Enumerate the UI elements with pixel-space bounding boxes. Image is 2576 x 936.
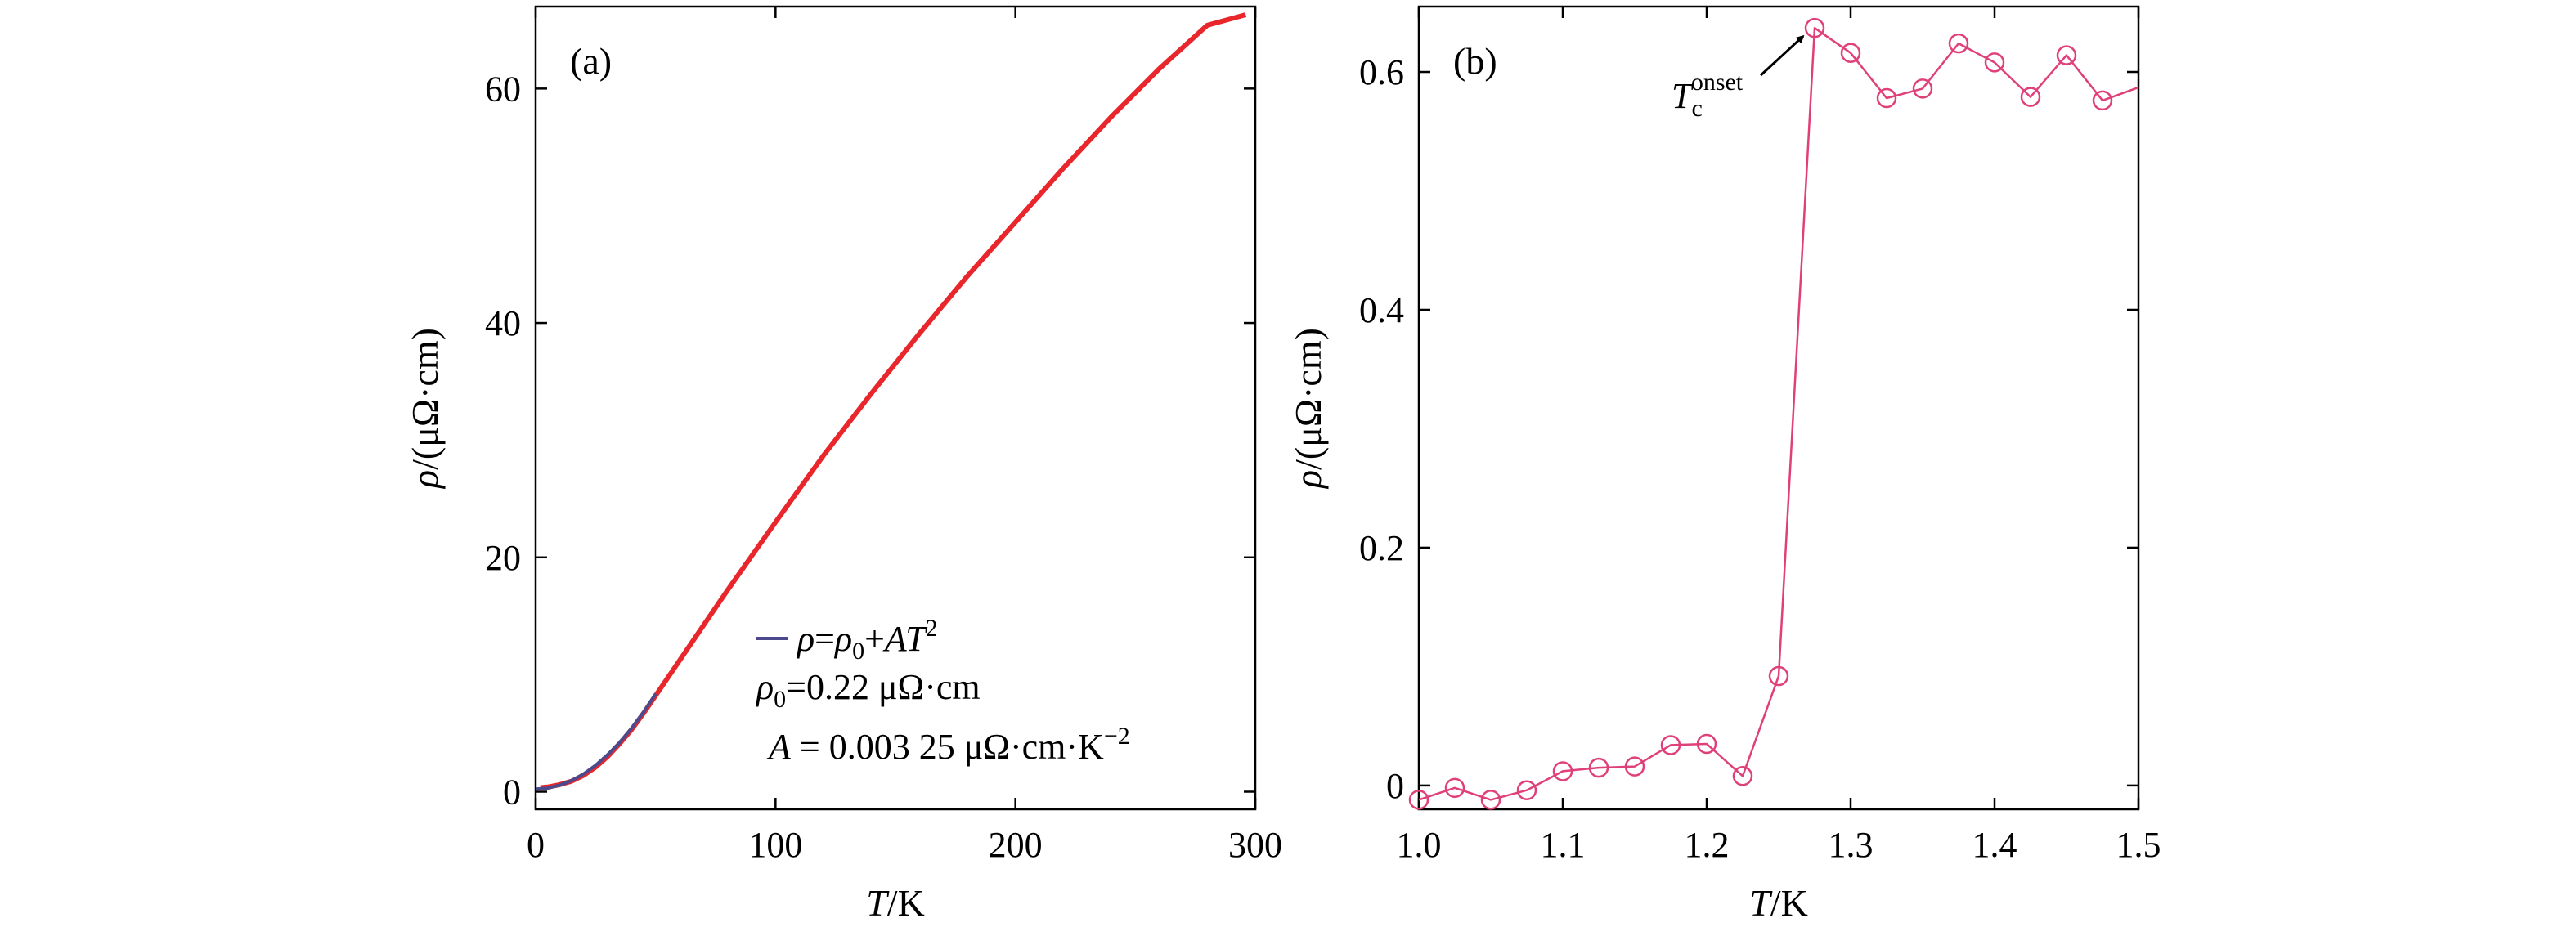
panel-b-label: (b) bbox=[1453, 40, 1497, 82]
y-tick-label: 0.2 bbox=[1359, 528, 1404, 568]
y-axis-unit: /(μΩ·cm) bbox=[404, 328, 446, 470]
legend-fit-rho0: ρ bbox=[833, 619, 852, 659]
panel-b-plot-frame bbox=[1417, 5, 2140, 811]
tc-T: T bbox=[1672, 76, 1694, 116]
y-axis-rho: ρ bbox=[404, 470, 446, 490]
data-point bbox=[1840, 43, 1861, 63]
data-point bbox=[1948, 33, 1969, 54]
data-point bbox=[1624, 756, 1645, 777]
data-point bbox=[1804, 17, 1825, 38]
data-point bbox=[2056, 45, 2077, 65]
x-axis-unit: /K bbox=[887, 882, 925, 924]
param-rho: ρ bbox=[755, 667, 774, 707]
legend-fit-AT: AT bbox=[882, 619, 928, 659]
x-tick-label: 1.0 bbox=[1397, 825, 1442, 865]
legend-fit-plus: + bbox=[864, 619, 885, 659]
tc-sub: c bbox=[1691, 95, 1702, 122]
param-rho-value: =0.22 μΩ·cm bbox=[786, 667, 981, 707]
x-tick-label: 1.1 bbox=[1541, 825, 1586, 865]
panel-a-label: (a) bbox=[570, 40, 612, 82]
data-point bbox=[2092, 90, 2113, 111]
panel-a-x-axis-label: T/K bbox=[866, 882, 925, 924]
panel-a-legend: ρ=ρ0+AT2 ρ0=0.22 μΩ·cm A = 0.003 25 μΩ·c… bbox=[755, 615, 1130, 767]
data-point bbox=[1912, 78, 1933, 99]
panel-b-series bbox=[1408, 17, 2139, 810]
legend-rho0-param: ρ0=0.22 μΩ·cm bbox=[755, 667, 981, 713]
param-A: A bbox=[766, 727, 792, 767]
x-axis-unit: /K bbox=[1770, 882, 1808, 924]
x-axis-T: T bbox=[1749, 882, 1773, 924]
x-tick-label: 200 bbox=[989, 825, 1043, 865]
legend-fit-sub0: 0 bbox=[852, 638, 864, 665]
y-tick-label: 0.4 bbox=[1359, 290, 1404, 330]
x-tick-label: 1.3 bbox=[1829, 825, 1874, 865]
param-A-exp: −2 bbox=[1104, 723, 1130, 750]
panel-a-y-axis-label: ρ/(μΩ·cm) bbox=[404, 328, 446, 490]
data-point bbox=[1696, 733, 1717, 755]
tc-onset-arrow bbox=[1759, 34, 1805, 77]
tc-onset-label: Tconset bbox=[1672, 69, 1744, 122]
panel-a-plot-frame bbox=[534, 5, 1257, 811]
x-tick-label: 1.4 bbox=[1972, 825, 2017, 865]
legend-fit-eq: = bbox=[815, 619, 835, 659]
y-tick-label: 60 bbox=[485, 69, 521, 109]
data-point bbox=[1768, 665, 1789, 687]
y-axis-rho: ρ bbox=[1287, 470, 1329, 490]
y-tick-label: 0 bbox=[503, 772, 521, 812]
x-tick-label: 300 bbox=[1228, 825, 1282, 865]
y-tick-label: 40 bbox=[485, 303, 521, 343]
data-point bbox=[2020, 87, 2041, 107]
series-line-data bbox=[1418, 26, 2139, 801]
legend-A-param: A = 0.003 25 μΩ·cm·K−2 bbox=[766, 723, 1130, 767]
tc-onset-annotation: Tconset bbox=[1672, 34, 1805, 122]
panel-b-y-axis-label: ρ/(μΩ·cm) bbox=[1287, 328, 1329, 490]
y-tick-label: 0.6 bbox=[1359, 52, 1404, 92]
data-point bbox=[1480, 790, 1501, 810]
data-point bbox=[1552, 761, 1573, 781]
data-point bbox=[1984, 52, 2005, 73]
series-line-fit bbox=[535, 692, 657, 791]
x-tick-label: 100 bbox=[748, 825, 802, 865]
legend-fit-rho: ρ bbox=[796, 619, 815, 659]
panel-b-chart: 1.0 1.1 1.2 1.3 1.4 1.5 0 0.2 0.4 0.6 (b) Tconset… bbox=[1287, 5, 2161, 924]
y-tick-label: 0 bbox=[1386, 766, 1404, 806]
data-point bbox=[1732, 766, 1753, 786]
legend-fit-sup2: 2 bbox=[926, 615, 938, 642]
x-tick-label: 0 bbox=[527, 825, 545, 865]
param-A-value: = 0.003 25 μΩ·cm·K bbox=[791, 727, 1104, 767]
data-point bbox=[1876, 87, 1897, 109]
data-point bbox=[1660, 735, 1681, 755]
legend-fit-label: ρ=ρ0+AT2 bbox=[796, 615, 938, 665]
y-tick-label: 20 bbox=[485, 538, 521, 578]
x-tick-label: 1.2 bbox=[1685, 825, 1730, 865]
panel-b-ticks: 1.0 1.1 1.2 1.3 1.4 1.5 0 0.2 0.4 0.6 bbox=[1359, 7, 2161, 865]
data-point bbox=[1516, 780, 1537, 800]
data-point bbox=[1408, 790, 1429, 810]
data-point bbox=[1588, 757, 1609, 778]
tc-sup: onset bbox=[1691, 69, 1744, 96]
panel-a-series bbox=[535, 12, 1247, 791]
data-point bbox=[1444, 777, 1465, 799]
panel-b-x-axis-label: T/K bbox=[1749, 882, 1808, 924]
param-rho-sub: 0 bbox=[774, 686, 786, 713]
x-tick-label: 1.5 bbox=[2116, 825, 2161, 865]
y-axis-unit: /(μΩ·cm) bbox=[1287, 328, 1329, 470]
x-axis-T: T bbox=[866, 882, 890, 924]
